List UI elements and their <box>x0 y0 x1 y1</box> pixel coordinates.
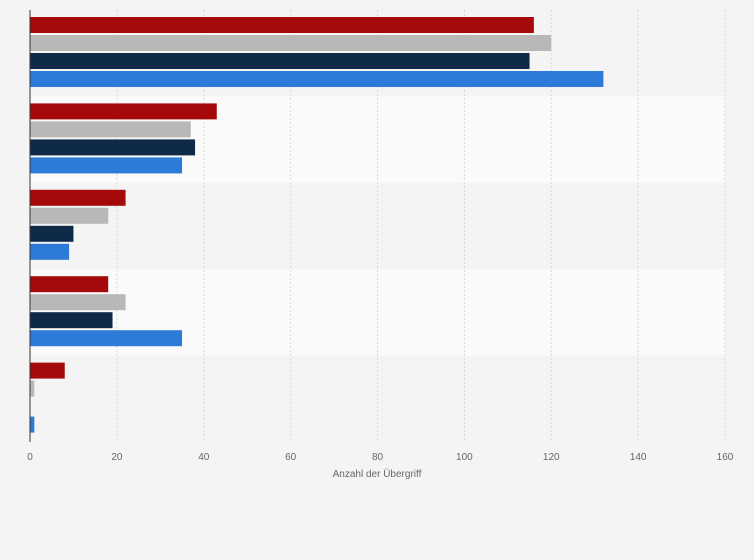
bar <box>30 17 534 33</box>
bar <box>30 157 183 174</box>
bar <box>30 121 191 138</box>
bar <box>30 243 70 260</box>
bar <box>30 330 183 347</box>
x-tick-label: 80 <box>372 452 384 463</box>
bar <box>30 380 35 397</box>
x-tick-label: 160 <box>717 452 734 463</box>
x-tick-label: 100 <box>456 452 473 463</box>
bar <box>30 139 196 156</box>
x-tick-labels: 0 20 40 60 80 100 120 140 160 <box>27 452 734 463</box>
bar <box>30 294 126 311</box>
x-tick-label: 140 <box>630 452 647 463</box>
bar <box>30 103 217 120</box>
bar <box>30 276 109 293</box>
x-tick-label: 120 <box>543 452 560 463</box>
bar <box>30 71 604 87</box>
bar <box>30 416 35 433</box>
bar <box>30 189 126 206</box>
bar <box>30 53 530 69</box>
bar <box>30 35 552 51</box>
x-tick-label: 0 <box>27 452 33 463</box>
bar <box>30 225 74 242</box>
x-tick-label: 20 <box>111 452 123 463</box>
bars <box>30 17 604 433</box>
bar <box>30 362 65 379</box>
bar <box>30 312 113 329</box>
x-tick-label: 40 <box>198 452 210 463</box>
x-axis-title: Anzahl der Übergriff <box>333 468 422 480</box>
bar <box>30 207 109 224</box>
x-tick-label: 60 <box>285 452 297 463</box>
